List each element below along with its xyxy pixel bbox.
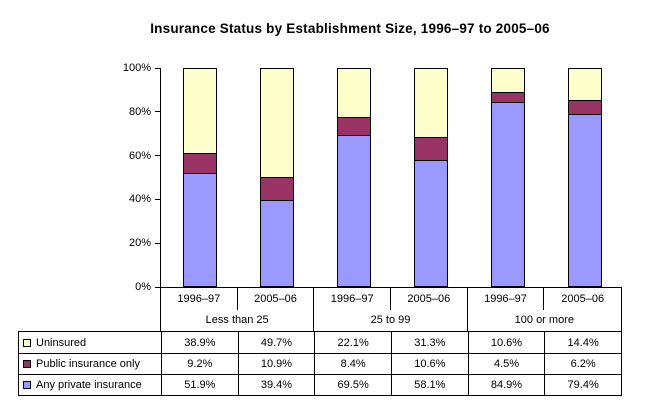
size-group-label-cell: 25 to 99 bbox=[314, 309, 468, 331]
year-label-cell: 1996–97 bbox=[314, 288, 391, 310]
bar-segment bbox=[414, 159, 447, 286]
stacked-bar bbox=[182, 68, 217, 287]
table-value-cell: 8.4% bbox=[314, 353, 391, 374]
bar-segment bbox=[337, 135, 370, 286]
legend-label-text: Any private insurance bbox=[36, 379, 142, 391]
size-group-label-row: Less than 25 25 to 99 100 or more bbox=[161, 309, 621, 331]
legend-label-text: Uninsured bbox=[36, 336, 87, 349]
chart-title: Insurance Status by Establishment Size, … bbox=[150, 21, 550, 36]
table-value-cell: 9.2% bbox=[161, 353, 238, 374]
year-label-row: 1996–97 2005–06 1996–97 2005–06 1996–97 2005–… bbox=[161, 288, 621, 310]
y-axis-label: 0% bbox=[135, 281, 151, 293]
table-value-cell: 79.4% bbox=[544, 374, 621, 395]
table-value-cell: 51.9% bbox=[161, 374, 238, 395]
bar-segment bbox=[260, 69, 293, 177]
year-label-cell: 1996–97 bbox=[161, 288, 238, 310]
table-value-cell: 84.9% bbox=[467, 374, 545, 395]
size-group-label-cell: Less than 25 bbox=[161, 309, 315, 331]
legend-label-text: Public insurance only bbox=[36, 358, 140, 370]
y-axis-tick bbox=[155, 286, 161, 288]
size-group-label-cell: 100 or more bbox=[514, 314, 574, 327]
bar-segment bbox=[568, 100, 601, 114]
stacked-bar bbox=[336, 68, 371, 287]
legend-swatch bbox=[23, 360, 31, 368]
stacked-bar bbox=[413, 68, 448, 287]
year-label-cell: 1996–97 bbox=[468, 288, 545, 310]
table-value-cell: 10.6% bbox=[390, 353, 468, 374]
bar-segment bbox=[568, 69, 601, 101]
y-axis-label: 60% bbox=[128, 149, 151, 162]
y-axis-label: 20% bbox=[128, 237, 151, 250]
stacked-bar bbox=[567, 68, 602, 287]
legend-swatch bbox=[23, 338, 31, 347]
bar-segment bbox=[568, 113, 601, 286]
stacked-bar bbox=[490, 68, 525, 287]
table-value-cell: 69.5% bbox=[314, 374, 391, 395]
bar-segment bbox=[183, 153, 216, 174]
y-axis-label: 100% bbox=[122, 62, 151, 74]
y-axis-tick bbox=[155, 111, 161, 113]
bar-segment bbox=[414, 69, 447, 137]
bar-segment bbox=[337, 116, 370, 136]
table-value-cell: 22.1% bbox=[314, 332, 391, 353]
bar-segment bbox=[491, 92, 524, 102]
stacked-bar bbox=[259, 68, 294, 287]
bar-segment bbox=[183, 173, 216, 286]
y-axis-tick bbox=[155, 198, 161, 200]
year-label-cell: 2005–06 bbox=[561, 292, 605, 305]
bar-segment bbox=[260, 200, 293, 286]
y-axis-tick bbox=[155, 67, 161, 69]
bar-segment bbox=[337, 69, 370, 117]
category-axis-labels: 1996–97 2005–06 1996–97 2005–06 1996–97 2005–… bbox=[160, 287, 622, 331]
y-axis-label: 40% bbox=[128, 193, 151, 206]
table-value-cell: 49.7% bbox=[237, 332, 315, 353]
table-value-cell: 31.3% bbox=[390, 332, 468, 353]
table-value-cell: 14.4% bbox=[544, 332, 621, 353]
y-axis-label: 80% bbox=[128, 105, 151, 118]
bar-segment bbox=[491, 101, 524, 286]
table-value-cell: 38.9% bbox=[161, 332, 238, 353]
table-row-label: Any private insurance bbox=[19, 374, 161, 395]
bar-segment bbox=[491, 69, 524, 92]
plot-area: 0% 20% 40% 60% 80% 100% bbox=[123, 62, 622, 293]
y-axis-tick bbox=[155, 242, 161, 244]
bar-segment bbox=[414, 136, 447, 160]
table-row-label: Uninsured bbox=[19, 332, 161, 353]
data-table: Uninsured 38.9% 49.7% 22.1% 31.3% 10.6% 14.4% P… bbox=[18, 331, 622, 396]
table-row-label: Public insurance only bbox=[19, 353, 161, 374]
legend-swatch bbox=[23, 381, 31, 389]
table-value-cell: 10.9% bbox=[237, 353, 315, 374]
table-value-cell: 4.5% bbox=[467, 353, 545, 374]
table-value-cell: 39.4% bbox=[237, 374, 315, 395]
table-value-cell: 6.2% bbox=[544, 353, 621, 374]
table-value-cell: 58.1% bbox=[390, 374, 468, 395]
year-label-cell: 2005–06 bbox=[238, 288, 315, 310]
bar-segment bbox=[260, 176, 293, 201]
bar-segment bbox=[183, 69, 216, 154]
y-axis-tick bbox=[155, 155, 161, 157]
table-value-cell: 10.6% bbox=[467, 332, 545, 353]
year-label-cell: 2005–06 bbox=[391, 288, 468, 310]
